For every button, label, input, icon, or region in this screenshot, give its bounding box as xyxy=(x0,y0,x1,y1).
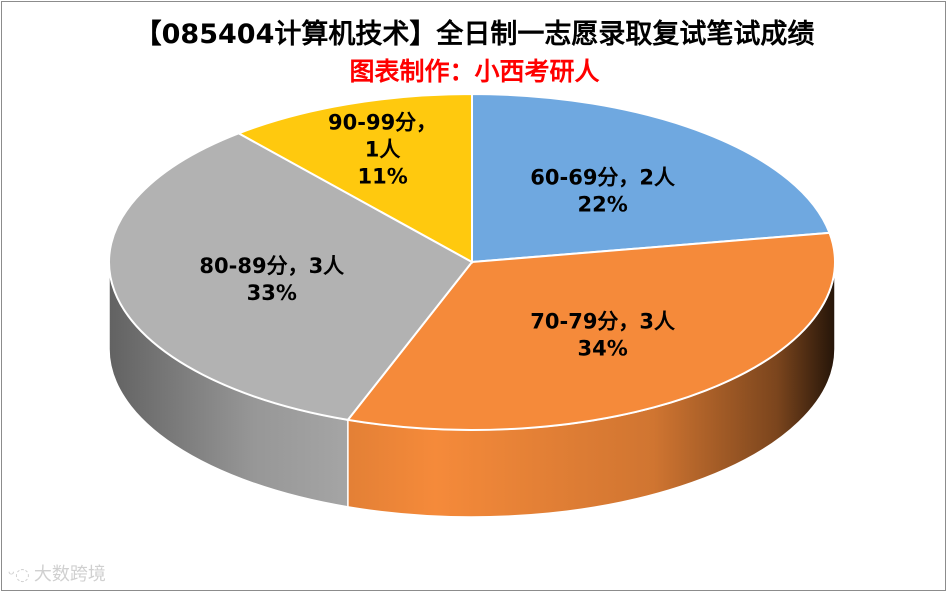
watermark-text: 大数跨境 xyxy=(33,564,106,585)
data-label-3-line-2: 11% xyxy=(357,164,407,188)
pie-tops xyxy=(108,92,836,431)
data-label-1-line-1: 34% xyxy=(578,337,628,361)
data-label-3-line-0: 90-99分， xyxy=(328,110,437,134)
data-label-1-line-0: 70-79分，3人 xyxy=(530,310,675,334)
data-label-3-line-1: 1人 xyxy=(365,137,401,161)
logo-icon: ᵕ◌ xyxy=(8,565,30,585)
data-label-0-line-0: 60-69分，2人 xyxy=(530,165,675,189)
pie-labels: 60-69分，2人 22% 70-79分，3人 34% 80-89分，3人 33% 90-9… xyxy=(199,110,675,360)
pie-slice-3[interactable] xyxy=(236,92,473,264)
watermark: ᵕ◌ 大数跨境 xyxy=(8,560,106,586)
chart-title: 【085404计算机技术】全日制一志愿录取复试笔试成绩 xyxy=(134,19,815,50)
data-label-0-line-1: 22% xyxy=(578,192,628,216)
data-label-2-line-1: 33% xyxy=(247,281,297,305)
pie-slice-0[interactable] xyxy=(471,92,831,264)
pie-slice-1[interactable] xyxy=(346,231,836,431)
pie-slice-2[interactable] xyxy=(108,132,474,421)
data-label-2-line-0: 80-89分，3人 xyxy=(199,254,344,278)
chart-subtitle: 图表制作：小西考研人 xyxy=(349,57,600,86)
